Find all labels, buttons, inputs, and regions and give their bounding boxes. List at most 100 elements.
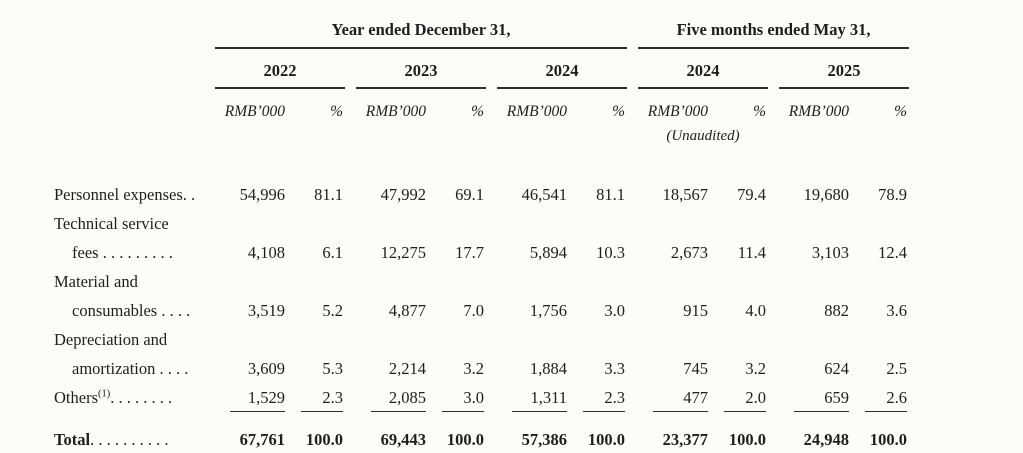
amount-cell: 5,894 xyxy=(529,243,567,262)
unit-header-amount: RMB’000 xyxy=(506,103,567,120)
percent-cell: 81.1 xyxy=(596,185,625,204)
cell-value: 23,377 xyxy=(653,430,708,453)
cell-value: 100.0 xyxy=(301,430,343,453)
row-label: consumables . . . . xyxy=(54,301,215,330)
amount-cell: 54,996 xyxy=(239,185,285,204)
cell-value: 100.0 xyxy=(865,430,907,453)
table-row: amortization . . . . 3,609 5.3 2,214 3.2 1,88… xyxy=(54,359,909,388)
cell-value: 100.0 xyxy=(724,430,766,453)
column-gap xyxy=(345,426,356,453)
row-label: Material and xyxy=(54,272,909,301)
dot-leader: . . . . . . . . . . xyxy=(90,430,169,449)
cell-value: 67,761 xyxy=(230,430,285,453)
year-gap xyxy=(486,88,497,121)
amount-cell: 69,443 xyxy=(356,426,428,453)
year-header-2023: 2023 xyxy=(356,48,486,89)
unit-header-percent: % xyxy=(612,103,625,120)
row-label: Total. . . . . . . . . . xyxy=(54,426,215,453)
year-gap xyxy=(345,48,356,88)
amount-cell: 4,877 xyxy=(388,301,426,320)
row-label: Technical service xyxy=(54,214,909,243)
empty-cell xyxy=(779,121,909,145)
column-gap xyxy=(768,243,779,272)
column-gap xyxy=(627,185,638,214)
year-header-interim-2025: 2025 xyxy=(779,48,909,89)
percent-cell: 2.6 xyxy=(851,388,909,417)
column-gap xyxy=(345,388,356,417)
amount-cell: 12,275 xyxy=(380,243,426,262)
year-gap xyxy=(768,88,779,121)
column-gap xyxy=(486,426,497,453)
group-gap xyxy=(627,10,638,48)
cell-value: 2.3 xyxy=(301,388,343,412)
group-gap xyxy=(627,48,638,88)
column-gap xyxy=(768,359,779,388)
cell-value: 2.3 xyxy=(583,388,625,412)
column-gap xyxy=(768,301,779,330)
column-gap xyxy=(627,243,638,272)
percent-cell: 2.3 xyxy=(287,388,345,417)
row-label: Others(1). . . . . . . . xyxy=(54,388,215,417)
footnote-marker: (1) xyxy=(98,388,111,400)
corner-cell xyxy=(54,10,215,48)
cell-value: 69,443 xyxy=(371,430,426,453)
col-group-annual-title: Year ended December 31, xyxy=(331,20,511,39)
percent-cell: 79.4 xyxy=(737,185,766,204)
column-gap xyxy=(486,185,497,214)
row-spacer xyxy=(54,417,909,426)
year-gap xyxy=(486,48,497,88)
column-gap xyxy=(345,185,356,214)
unit-header-percent: % xyxy=(330,103,343,120)
cell-value: 24,948 xyxy=(794,430,849,453)
percent-cell: 3.2 xyxy=(745,359,766,378)
percent-cell: 11.4 xyxy=(737,243,766,262)
cell-value: 659 xyxy=(794,388,849,412)
table-row: Depreciation and xyxy=(54,330,909,359)
percent-cell: 3.0 xyxy=(428,388,486,417)
unit-header-row: RMB’000 % RMB’000 % RMB’000 % RMB’000 % … xyxy=(54,88,909,121)
amount-cell: 1,884 xyxy=(529,359,567,378)
amount-cell: 1,311 xyxy=(497,388,569,417)
row-label: Depreciation and xyxy=(54,330,909,359)
table-row: Personnel expenses. . 54,996 81.1 47,992 69.… xyxy=(54,185,909,214)
year-gap xyxy=(768,121,779,145)
unit-header-amount: RMB’000 xyxy=(365,103,426,120)
amount-cell: 1,529 xyxy=(215,388,287,417)
row-label-text: Technical service xyxy=(54,214,169,233)
year-header-row: 2022 2023 2024 2024 2025 xyxy=(54,48,909,89)
percent-cell: 7.0 xyxy=(463,301,484,320)
row-label-text: Total xyxy=(54,430,91,449)
percent-cell: 2.0 xyxy=(710,388,768,417)
amount-cell: 18,567 xyxy=(662,185,708,204)
column-gap xyxy=(486,359,497,388)
percent-cell: 3.3 xyxy=(604,359,625,378)
column-gap xyxy=(345,243,356,272)
percent-cell: 69.1 xyxy=(455,185,484,204)
corner-cell xyxy=(54,48,215,88)
row-label-text: Others xyxy=(54,388,98,407)
percent-cell: 6.1 xyxy=(322,243,343,262)
row-label-text: Personnel expenses xyxy=(54,185,183,204)
amount-cell: 47,992 xyxy=(380,185,426,204)
percent-cell: 2.3 xyxy=(569,388,627,417)
corner-cell xyxy=(54,121,215,145)
amount-cell: 3,609 xyxy=(247,359,285,378)
column-gap xyxy=(768,388,779,417)
table-row: Others(1). . . . . . . . 1,529 2.3 2,085 3.0… xyxy=(54,388,909,417)
table-body: Personnel expenses. . 54,996 81.1 47,992 69.… xyxy=(54,185,909,453)
percent-cell: 5.2 xyxy=(322,301,343,320)
row-label-text: Material and xyxy=(54,272,138,291)
column-gap xyxy=(345,301,356,330)
percent-cell: 78.9 xyxy=(878,185,907,204)
dot-leader: . . . . xyxy=(155,359,189,378)
cell-value: 1,529 xyxy=(230,388,285,412)
col-group-interim: Five months ended May 31, xyxy=(638,10,909,49)
amount-cell: 2,085 xyxy=(356,388,428,417)
row-label-text: fees xyxy=(72,243,99,262)
row-label-text: consumables xyxy=(72,301,158,320)
cell-value: 2.0 xyxy=(724,388,766,412)
amount-cell: 915 xyxy=(683,301,708,320)
empty-cell xyxy=(215,121,627,145)
cell-value: 2.6 xyxy=(865,388,907,412)
